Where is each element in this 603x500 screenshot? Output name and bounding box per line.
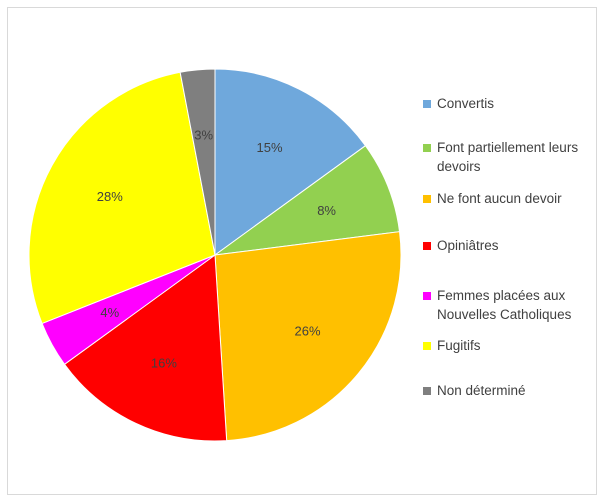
legend-item: Non déterminé [423,381,602,400]
pie-slice [179,68,216,256]
legend-label: Convertis [437,96,495,111]
legend-item: Femmes placées aux Nouvelles Catholiques [423,286,602,324]
legend-label: Non déterminé [437,383,526,398]
slice-data-label: 8% [317,203,336,218]
legend-label: Ne font aucun devoir [437,191,562,206]
slice-data-label: 4% [100,305,119,320]
legend-swatch [423,100,431,108]
legend-item: Ne font aucun devoir [423,189,602,208]
pie-slice [28,71,216,325]
legend-label: Font partiellement leurs devoirs [437,140,579,174]
legend-item: Convertis [423,94,602,113]
pie-slice [214,144,401,256]
legend-swatch [423,195,431,203]
chart-legend: Convertis Font partiellement leurs devoir… [423,86,601,416]
legend-swatch [423,387,431,395]
legend-item: Opiniâtres [423,236,602,255]
slice-data-label: 26% [294,324,320,339]
slice-data-label: 15% [256,140,282,155]
legend-label: Fugitifs [437,338,481,353]
slice-data-label: 3% [194,128,213,143]
slice-data-label: 16% [151,356,177,371]
legend-item: Fugitifs [423,336,602,355]
legend-swatch [423,144,431,152]
legend-item: Font partiellement leurs devoirs [423,138,602,176]
pie-slice [214,68,367,256]
legend-swatch [423,242,431,250]
pie-slice [214,231,402,442]
legend-swatch [423,342,431,350]
legend-label: Femmes placées aux Nouvelles Catholiques [437,288,572,322]
legend-swatch [423,292,431,300]
pie-slice [63,254,228,442]
legend-label: Opiniâtres [437,238,499,253]
slice-data-label: 28% [97,189,123,204]
